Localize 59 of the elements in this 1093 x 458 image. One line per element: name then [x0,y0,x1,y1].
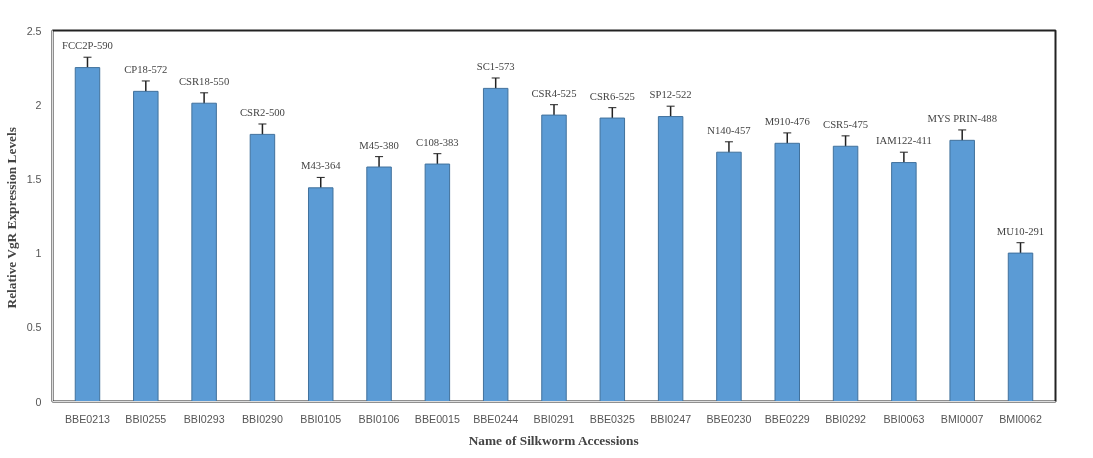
annotation: N140-457 [707,124,752,136]
annotation: FCC2P-590 [62,40,113,52]
y-tick-label: 1.5 [26,172,42,185]
bar [74,67,101,402]
y-axis-title: Relative VgR Expression Levels [3,127,19,309]
x-tick-label: BBE0229 [764,412,810,425]
annotation: IAM122-411 [875,135,932,147]
x-tick-label: BBI0290 [241,412,283,425]
x-tick-label: BBE0244 [473,412,519,425]
y-tick-label: 0.5 [26,321,42,334]
x-tick-label: BBI0106 [358,412,400,425]
annotation: M43-364 [300,160,342,172]
x-tick-label: BBE0015 [414,412,460,425]
x-tick-label: BBE0325 [589,412,635,425]
x-tick-label: BBI0292 [825,412,867,425]
bar [249,133,276,402]
x-axis-title: Name of Silkworm Accessions [468,432,639,448]
bar [949,139,975,402]
annotation: M910-476 [764,115,811,127]
bar [657,116,684,402]
x-tick-label: BBE0230 [706,412,752,425]
x-tick-label: BBI0105 [300,412,342,425]
bar [599,117,626,402]
annotation: MU10-291 [996,225,1045,237]
annotation: M45-380 [359,139,399,151]
x-tick-label: BMI0062 [999,412,1042,425]
x-tick-label: BBI0255 [125,412,167,425]
annotation: C108-383 [416,136,459,148]
annotation: CSR18-550 [178,75,230,87]
bar [366,166,392,402]
annotation: CSR2-500 [239,106,285,118]
bar [424,163,451,402]
y-tick-label: 0 [35,395,42,408]
bar [541,114,567,402]
bar [308,187,334,402]
y-tick-label: 2.5 [26,24,42,37]
y-tick-label: 1 [35,247,42,260]
y-tick-label: 2 [35,98,42,111]
x-tick-label: BBI0247 [650,412,692,425]
x-tick-label: BBI0291 [533,412,575,425]
bar [832,145,859,402]
bar [1007,252,1034,402]
bar [891,162,917,402]
x-tick-label: BBI0063 [883,412,925,425]
annotation: CSR4-525 [531,87,577,99]
annotation: CP18-572 [124,63,168,75]
annotation: CSR6-525 [589,90,635,102]
annotation: SP12-522 [649,89,692,101]
bar [482,87,509,402]
annotation: SC1-573 [476,60,515,72]
x-tick-label: BMI0007 [940,412,984,425]
bar [774,142,800,402]
x-tick-label: BBI0293 [183,412,225,425]
bar [133,90,159,402]
annotation: MYS PRIN-488 [927,112,997,124]
bar [716,151,742,402]
x-tick-label: BBE0213 [64,412,111,425]
bar [191,102,217,402]
annotation: CSR5-475 [823,118,869,130]
